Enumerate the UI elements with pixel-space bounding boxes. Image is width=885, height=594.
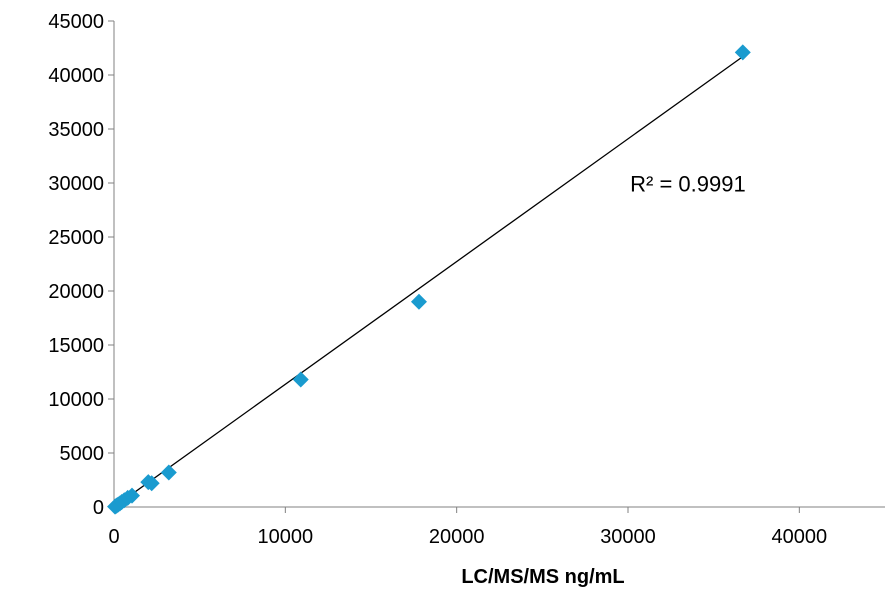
y-tick-label: 0 bbox=[93, 497, 104, 519]
data-point bbox=[734, 44, 751, 61]
x-axis-ticks: 0 10000 20000 30000 40000 bbox=[108, 507, 827, 548]
data-point bbox=[143, 475, 160, 492]
y-tick-label: 10000 bbox=[48, 389, 104, 411]
y-tick-label: 35000 bbox=[48, 119, 104, 141]
y-tick-label: 20000 bbox=[48, 281, 104, 303]
x-tick-label: 10000 bbox=[258, 526, 314, 548]
x-tick-label: 30000 bbox=[600, 526, 656, 548]
y-tick-label: 25000 bbox=[48, 227, 104, 249]
y-tick-label: 45000 bbox=[48, 11, 104, 33]
data-point bbox=[123, 487, 140, 504]
data-points bbox=[107, 44, 751, 515]
y-axis-ticks: 0 5000 10000 15000 20000 25000 30000 35000 40000… bbox=[48, 11, 114, 519]
x-axis-title: LC/MS/MS ng/mL bbox=[461, 566, 624, 588]
y-tick-label: 15000 bbox=[48, 335, 104, 357]
trendline bbox=[113, 56, 744, 508]
data-point bbox=[410, 293, 427, 310]
x-tick-label: 40000 bbox=[772, 526, 828, 548]
y-tick-label: 30000 bbox=[48, 173, 104, 195]
y-tick-label: 40000 bbox=[48, 65, 104, 87]
r-squared-annotation: R² = 0.9991 bbox=[630, 172, 746, 197]
x-tick-label: 0 bbox=[108, 526, 119, 548]
data-point bbox=[292, 371, 309, 388]
x-tick-label: 20000 bbox=[429, 526, 485, 548]
y-tick-label: 5000 bbox=[60, 443, 105, 465]
data-point bbox=[160, 464, 177, 481]
